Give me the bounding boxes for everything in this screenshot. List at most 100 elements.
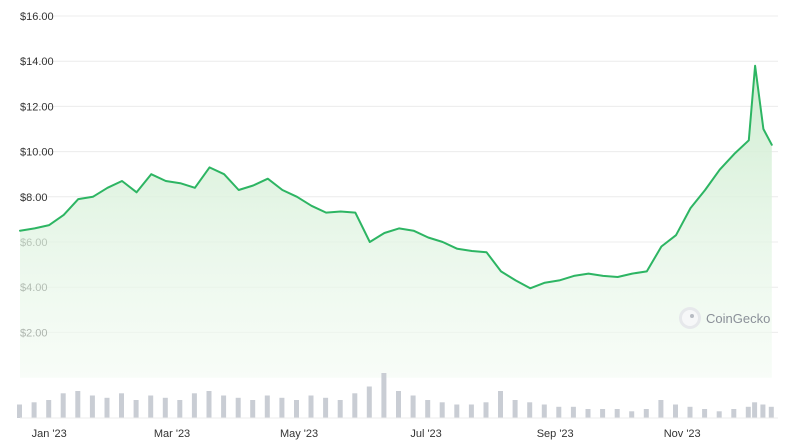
volume-bar [235,397,241,419]
volume-bar [294,400,299,418]
price-area-fill [20,65,772,378]
volume-bars [17,373,778,419]
y-tick-label: $16.00 [20,11,54,23]
x-tick-label: Sep '23 [537,428,574,440]
price-point [427,237,429,239]
volume-bar [75,391,81,418]
volume-bar [768,406,774,419]
x-tick-label: May '23 [280,428,318,440]
volume-bar [498,391,503,418]
price-point [413,230,415,232]
volume-bar [687,406,693,419]
volume-bar [381,373,387,418]
volume-bar [629,411,635,419]
price-point [281,189,283,191]
x-tick-label: Jan '23 [32,428,67,440]
price-point [48,224,50,226]
volume-bar [89,395,95,418]
price-point [296,196,298,198]
price-point [77,198,79,200]
price-point [544,282,546,284]
price-line-group [19,64,773,290]
price-point [63,214,65,216]
volume-bar [323,397,329,419]
price-point [136,191,138,193]
price-point [442,241,444,243]
volume-bar [308,395,314,418]
volume-bar [396,391,401,418]
price-point [223,173,225,175]
price-point [515,279,517,281]
price-point [573,275,575,277]
volume-bar [483,402,489,418]
volume-bar [439,402,445,418]
volume-bar [454,404,460,418]
price-point [252,185,254,187]
volume-bar [512,400,518,418]
price-point [209,166,211,168]
volume-bar [570,406,576,419]
volume-bar [731,409,737,418]
volume-bar [337,400,343,418]
volume-bar [614,409,620,418]
price-point [754,65,756,67]
price-area [20,65,772,378]
price-point [471,250,473,252]
x-tick-label: Nov '23 [664,428,701,440]
volume-bar [585,409,591,418]
volume-bar [541,404,547,418]
price-point [602,275,604,277]
volume-bar [206,391,212,418]
volume-bar [46,400,52,418]
price-point [762,128,764,130]
volume-bar [104,397,110,419]
volume-bar [221,395,227,418]
x-tick-label: Mar '23 [154,428,190,440]
price-point [238,189,240,191]
volume-bar [133,400,139,418]
price-point [340,211,342,213]
volume-bar [752,402,758,418]
price-point [617,276,619,278]
price-point [369,241,371,243]
volume-bar [716,411,722,419]
price-point [267,178,269,180]
price-point [486,251,488,253]
price-point [690,207,692,209]
volume-bar [658,400,664,418]
price-point [107,187,109,189]
volume-bar [702,409,708,418]
gecko-logo-icon [679,307,701,329]
volume-bar [250,400,256,418]
volume-bar [60,393,66,419]
price-point [325,212,327,214]
price-point [165,180,167,182]
volume-bar [31,402,37,418]
volume-bar [600,409,606,418]
price-point [719,169,721,171]
y-tick-label: $14.00 [20,56,54,68]
price-point [121,180,123,182]
price-point [704,189,706,191]
price-point [588,273,590,275]
y-tick-label: $10.00 [20,147,54,159]
price-point [383,232,385,234]
volume-bar [119,393,124,419]
volume-bar [177,400,183,418]
volume-bar [191,393,197,419]
volume-bar [643,409,649,418]
volume-bar [425,400,431,418]
price-point [354,212,356,214]
price-point [150,173,152,175]
volume-bar [760,404,766,418]
price-point [558,279,560,281]
price-point [92,196,94,198]
price-point [311,205,313,207]
price-point [733,153,735,155]
x-axis-ticks: Jan '23 Mar '23 May '23 Jul '23 Sep '23 Nov '… [32,428,701,440]
price-point [179,182,181,184]
price-line [19,64,773,290]
price-point [771,144,773,146]
coingecko-watermark: CoinGecko [679,307,770,329]
